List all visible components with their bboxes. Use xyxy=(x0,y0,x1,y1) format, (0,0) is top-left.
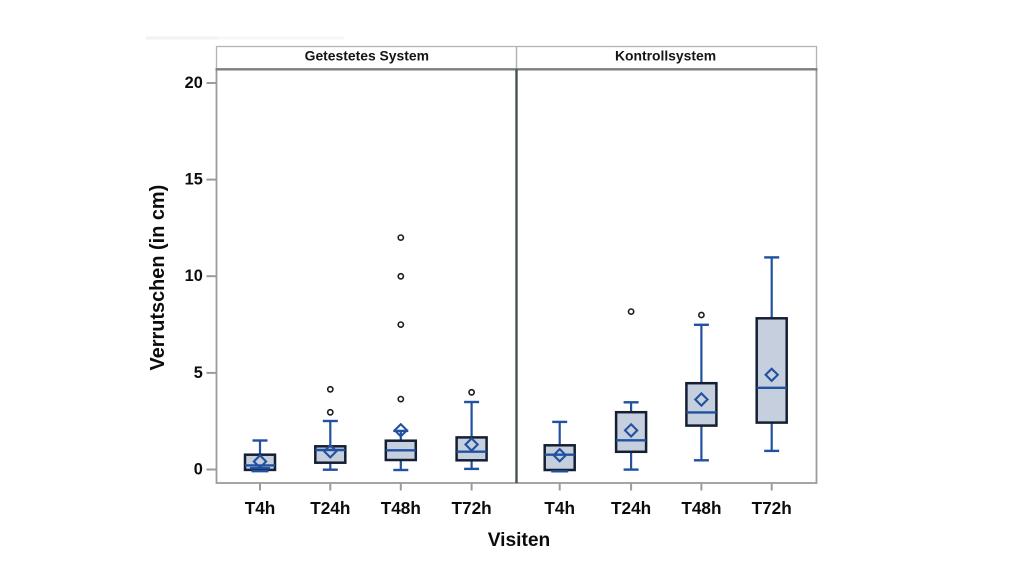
svg-text:T24h: T24h xyxy=(611,498,651,518)
svg-text:T72h: T72h xyxy=(752,498,792,518)
svg-text:Verrutschen (in cm): Verrutschen (in cm) xyxy=(147,185,169,371)
svg-text:Kontrollsystem: Kontrollsystem xyxy=(615,47,716,63)
svg-text:T24h: T24h xyxy=(310,498,350,518)
svg-text:T4h: T4h xyxy=(245,498,276,518)
svg-text:20: 20 xyxy=(185,74,203,92)
svg-text:10: 10 xyxy=(185,267,203,285)
svg-text:T48h: T48h xyxy=(681,498,721,518)
svg-text:0: 0 xyxy=(194,461,203,479)
svg-text:5: 5 xyxy=(194,364,203,382)
svg-text:15: 15 xyxy=(185,171,203,189)
svg-text:T48h: T48h xyxy=(381,498,421,518)
svg-text:T4h: T4h xyxy=(544,498,575,518)
svg-text:T72h: T72h xyxy=(452,498,492,518)
svg-text:Visiten: Visiten xyxy=(488,530,551,551)
svg-text:Getestetes System: Getestetes System xyxy=(305,47,429,63)
